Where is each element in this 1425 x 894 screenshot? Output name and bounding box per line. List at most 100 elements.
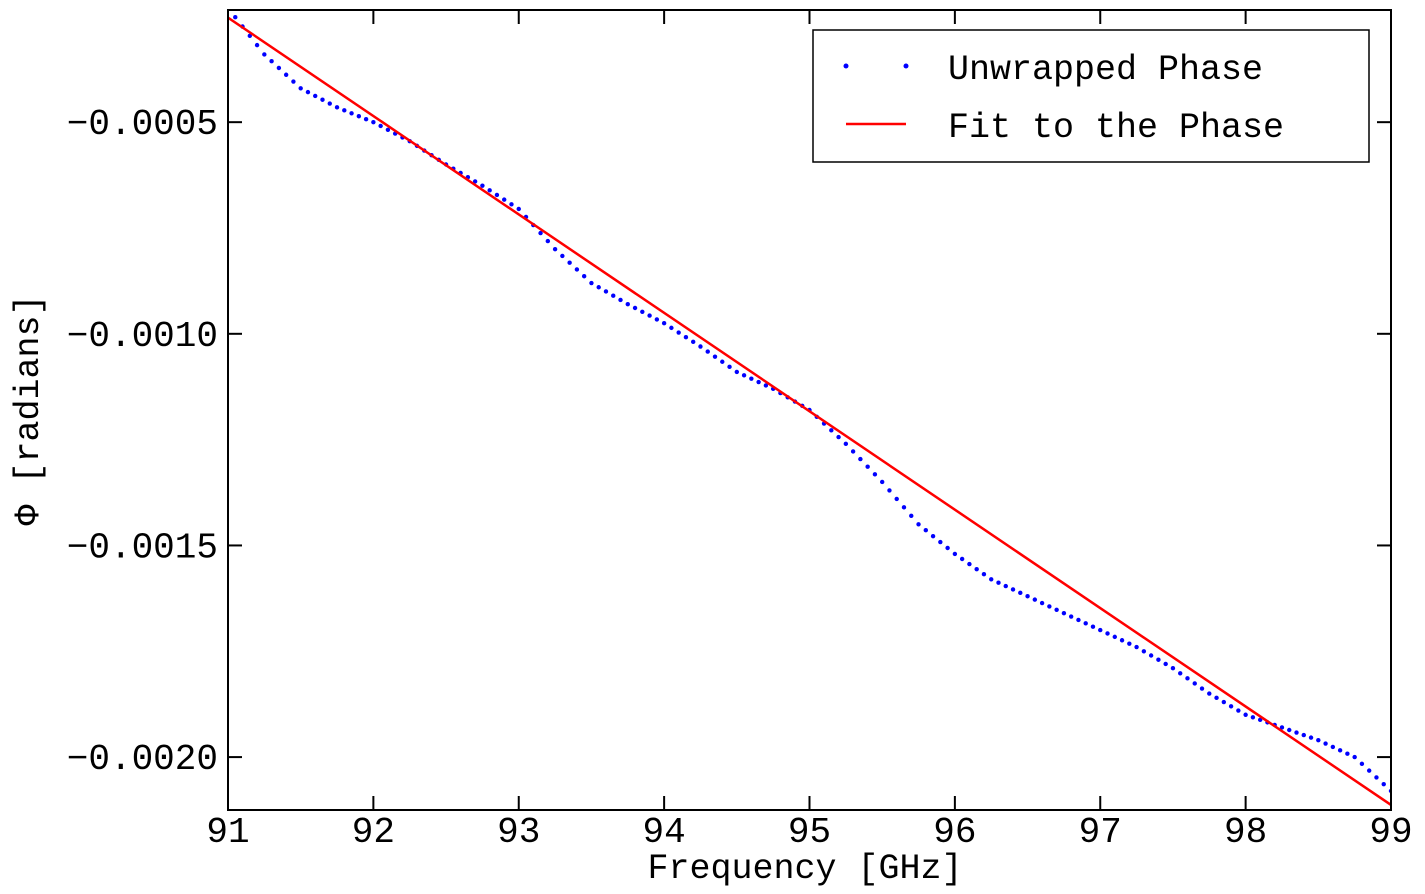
data-point <box>691 339 696 345</box>
data-point <box>611 293 616 298</box>
data-point <box>1003 583 1008 589</box>
data-point <box>1352 754 1357 760</box>
data-point <box>945 545 950 551</box>
data-point <box>959 556 965 562</box>
data-point <box>1025 594 1030 599</box>
x-tick-label: 91 <box>206 812 249 853</box>
data-point <box>1287 727 1292 733</box>
data-point <box>1323 741 1328 746</box>
data-point <box>1090 624 1096 629</box>
data-point <box>472 179 478 184</box>
data-point <box>349 111 354 116</box>
data-point <box>334 105 340 110</box>
data-point <box>327 101 332 106</box>
data-point <box>741 373 747 378</box>
data-point <box>727 364 732 370</box>
data-point <box>291 79 296 84</box>
data-point <box>858 456 863 462</box>
data-point <box>596 285 601 290</box>
data-point <box>1098 627 1103 633</box>
y-tick-label: −0.0015 <box>67 527 218 568</box>
data-point <box>843 441 849 447</box>
data-point <box>1279 725 1285 730</box>
data-point <box>974 566 979 572</box>
data-point <box>1068 614 1074 619</box>
data-point <box>1228 704 1234 709</box>
data-point <box>909 513 914 519</box>
data-point <box>1185 676 1190 681</box>
data-point <box>1054 607 1059 612</box>
fit-line <box>228 16 1391 806</box>
data-point <box>385 127 391 132</box>
data-point <box>560 253 565 259</box>
data-point <box>1236 708 1241 713</box>
data-point <box>850 449 856 454</box>
data-point <box>625 301 630 307</box>
data-point <box>1257 717 1263 723</box>
data-point <box>836 434 841 440</box>
data-point <box>952 551 958 557</box>
data-point <box>763 383 769 388</box>
x-tick-label: 93 <box>497 812 540 853</box>
data-point <box>1105 631 1110 636</box>
data-point <box>1214 695 1219 701</box>
data-point <box>1374 775 1379 780</box>
data-point <box>872 472 878 477</box>
data-point <box>1192 681 1197 686</box>
data-point <box>829 428 834 433</box>
data-point <box>698 344 703 349</box>
data-point <box>901 505 907 510</box>
data-point <box>1178 671 1183 676</box>
x-tick-label: 95 <box>788 812 831 853</box>
data-point <box>734 369 740 375</box>
data-point <box>654 317 660 322</box>
data-point <box>487 188 492 193</box>
data-point <box>1308 735 1314 740</box>
data-point <box>712 354 718 359</box>
data-point <box>589 280 594 286</box>
data-point <box>371 119 376 125</box>
y-axis-title: Φ [radians] <box>9 294 49 525</box>
data-point <box>262 52 267 57</box>
data-point <box>1381 781 1386 787</box>
data-point <box>1010 587 1016 592</box>
legend-dot <box>903 63 909 69</box>
data-point <box>938 539 943 545</box>
data-point <box>1337 748 1343 753</box>
data-point <box>254 42 260 48</box>
data-point <box>247 33 253 39</box>
x-axis-title: Frequency [GHz] <box>647 849 962 889</box>
data-point <box>1039 600 1045 606</box>
data-point <box>989 577 994 582</box>
data-point <box>756 379 761 385</box>
data-point <box>1330 744 1336 750</box>
x-tick-label: 98 <box>1224 812 1267 853</box>
data-point <box>1199 686 1205 691</box>
data-point <box>1076 617 1081 623</box>
data-point <box>1156 657 1161 662</box>
data-point <box>1112 634 1117 640</box>
data-point <box>1316 737 1321 743</box>
data-point <box>516 206 521 212</box>
data-point <box>1018 590 1023 596</box>
data-point <box>705 349 710 354</box>
data-point <box>1243 712 1248 717</box>
data-point <box>1163 661 1168 667</box>
tick-labels-layer: 91 92 93 94 95 96 97 98 99 −0.0005 −0.0010 −0.0015 −… <box>67 104 1413 853</box>
data-point <box>1134 644 1139 650</box>
data-point <box>967 561 972 567</box>
data-point <box>1047 604 1052 609</box>
data-point <box>683 335 689 340</box>
data-point <box>574 267 580 272</box>
data-point <box>320 97 325 102</box>
data-point <box>1294 730 1299 735</box>
data-point <box>567 260 572 265</box>
data-point <box>545 238 551 244</box>
x-tick-label: 96 <box>933 812 976 853</box>
data-point <box>661 321 667 326</box>
data-point <box>305 89 311 95</box>
data-point <box>1359 761 1365 767</box>
data-point <box>647 313 652 318</box>
data-point <box>502 197 507 202</box>
